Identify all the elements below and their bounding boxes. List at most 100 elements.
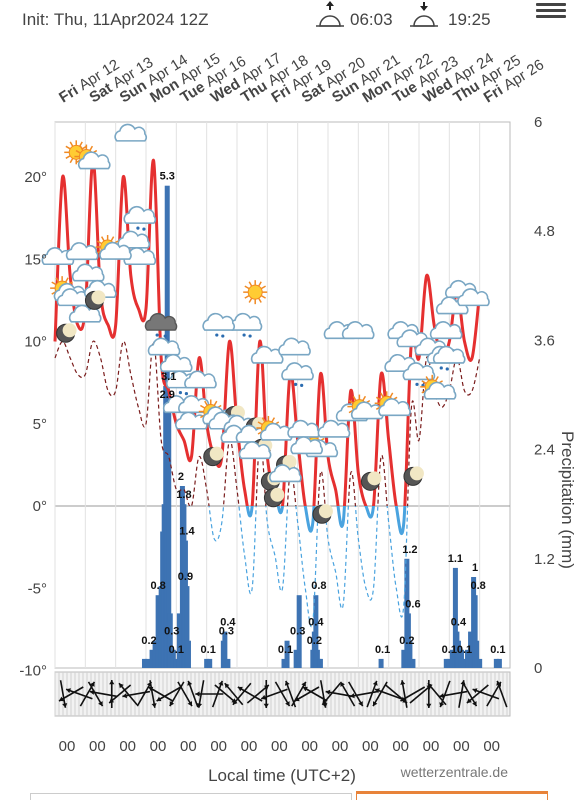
- wind-arrow-head: [340, 681, 345, 687]
- precip-bar: [477, 658, 483, 668]
- rain-drop: [415, 382, 419, 386]
- wind-arrow-head: [90, 681, 95, 687]
- moon-light: [409, 466, 424, 481]
- partly-cloudy-icon: [74, 144, 111, 170]
- wind-arrow: [169, 681, 185, 707]
- cloud-icon: [290, 436, 323, 455]
- cloud-icon: [238, 441, 272, 460]
- x-tick-label: 00: [210, 738, 227, 755]
- rain-drop: [445, 367, 449, 371]
- y2-tick-label: 0: [534, 660, 542, 677]
- x-tick-label: 00: [180, 738, 197, 755]
- wind-arrow-head: [148, 686, 154, 692]
- wind-arrow-head: [62, 703, 68, 708]
- y-tick-label: -10°: [19, 663, 47, 680]
- precip-bar: [452, 567, 458, 668]
- precip-bar: [446, 658, 452, 668]
- y2-axis-ticks: 6 4.8 3.6 2.4 1.2 0: [534, 114, 555, 677]
- rain-drop: [300, 383, 304, 387]
- precip-value-label: 3.1: [161, 371, 176, 383]
- bottom-tab-right[interactable]: [356, 791, 548, 800]
- cloud-shape: [99, 241, 132, 260]
- precip-value-label: 0.2: [399, 635, 414, 647]
- precip-bar: [462, 658, 467, 668]
- y-tick-label: 10°: [24, 334, 47, 351]
- x-tick-label: 00: [119, 738, 136, 755]
- precip-value-label: 1.4: [179, 526, 195, 538]
- precip-bar: [455, 640, 461, 668]
- precip-bar: [152, 640, 158, 668]
- x-tick-label: 00: [392, 738, 409, 755]
- precip-bar: [170, 649, 176, 668]
- sun-ray: [204, 400, 208, 406]
- x-tick-label: 00: [332, 738, 349, 755]
- wind-arrow-head: [119, 683, 124, 689]
- wind-arrow: [156, 686, 182, 702]
- menu-bar: [536, 3, 566, 6]
- wind-arrow: [466, 684, 489, 704]
- wind-arrow-head: [151, 703, 157, 708]
- wind-arrow: [302, 686, 328, 702]
- wind-arrow-head: [284, 680, 290, 686]
- precip-bar: [225, 658, 231, 668]
- cloud-shape: [250, 345, 284, 364]
- sun-ray: [79, 145, 84, 151]
- precip-value-label: 0.1: [278, 644, 293, 656]
- wind-arrow-head: [439, 693, 445, 699]
- x-axis-ticks: 00 00 00 00 00 00 00 00 00 00 00 00 00 00 00: [59, 738, 500, 755]
- precip-value-label: 0.4: [220, 617, 236, 629]
- wind-arrow: [237, 686, 263, 702]
- wind-arrow: [211, 680, 224, 708]
- wind-arrow: [374, 688, 402, 700]
- partly-cloudy-icon: [420, 374, 457, 400]
- rain-drop: [221, 334, 225, 338]
- moon-icon: [203, 446, 224, 467]
- precip-value-label: 0.1: [375, 644, 390, 656]
- wind-arrow: [177, 681, 193, 707]
- cloud-shape: [378, 398, 411, 417]
- wind-arrow: [89, 690, 118, 698]
- precip-value-label: 0.9: [178, 571, 193, 583]
- moon-icon: [84, 290, 106, 310]
- x-tick-label: 00: [59, 738, 76, 755]
- cloud-icon: [429, 321, 463, 340]
- precip-bar: [474, 640, 480, 668]
- wind-arrow: [366, 680, 378, 708]
- precip-value-label: 0.8: [150, 580, 165, 592]
- x-tick-label: 00: [453, 738, 470, 755]
- wind-arrow: [65, 688, 93, 700]
- temperature-line: [53, 159, 482, 506]
- sun-ray: [435, 376, 439, 382]
- rain-drop: [163, 334, 167, 338]
- x-tick-label: 00: [150, 738, 167, 755]
- cloud-shape: [71, 263, 105, 282]
- precip-bar: [281, 658, 287, 668]
- precip-bar: [145, 658, 151, 668]
- precip-bar: [222, 631, 228, 668]
- precip-bar: [284, 640, 290, 668]
- partly-cloudy-icon: [347, 394, 384, 420]
- rain-drop: [178, 391, 182, 395]
- sunrise-time: 06:03: [350, 10, 393, 29]
- sun-ray: [425, 376, 430, 382]
- wind-arrow-head: [426, 703, 432, 708]
- y-tick-label: 15°: [24, 251, 47, 268]
- wind-arrow: [372, 681, 388, 707]
- wind-arrow-head: [218, 680, 224, 686]
- sun-ray: [89, 145, 94, 151]
- x-tick-label: 00: [271, 738, 288, 755]
- wind-arrow: [246, 684, 270, 704]
- sun-ray: [51, 281, 57, 286]
- cloud-shape: [65, 242, 99, 261]
- hamburger-menu-icon[interactable]: [536, 0, 566, 22]
- bottom-tab-left[interactable]: [30, 793, 352, 800]
- precip-value-label: 0.4: [308, 617, 324, 629]
- wind-arrow-head: [109, 698, 115, 703]
- x-tick-label: 00: [362, 738, 379, 755]
- sun-ray: [213, 400, 218, 406]
- wind-arrow: [59, 680, 67, 708]
- precip-bar: [207, 658, 213, 668]
- precip-bar: [173, 658, 179, 668]
- cloud-rain-icon: [402, 362, 436, 387]
